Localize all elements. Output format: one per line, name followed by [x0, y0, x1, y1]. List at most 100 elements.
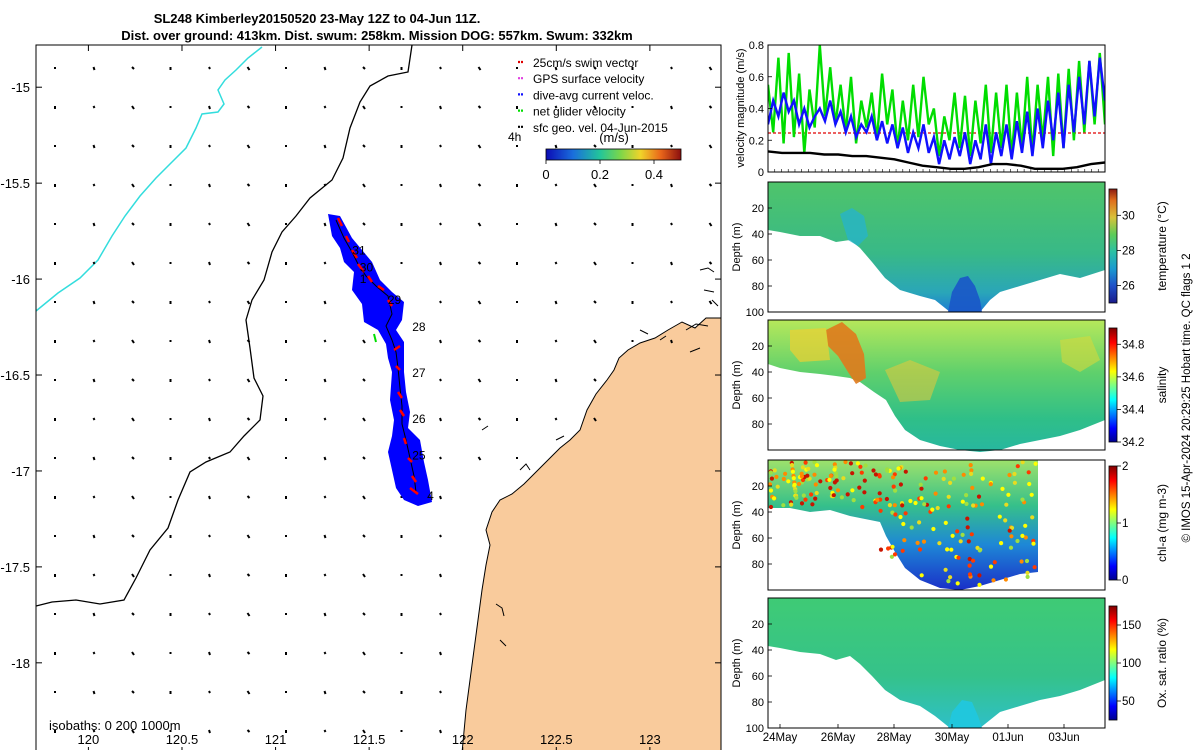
chlorophyll-sample: [781, 503, 786, 508]
chlorophyll-sample: [942, 469, 948, 474]
surface-velocity-vector: [131, 105, 135, 110]
section-y-tick-label: 100: [746, 723, 764, 735]
chlorophyll-sample: [1023, 523, 1028, 528]
chlorophyll-sample: [887, 503, 893, 508]
surface-velocity-vector: [131, 417, 135, 422]
chlorophyll-sample: [923, 476, 928, 481]
section-y-tick-label: 80: [752, 559, 764, 571]
chlorophyll-sample: [834, 478, 839, 483]
time-axis-label: 01Jun: [992, 732, 1023, 744]
surface-velocity-vector: [246, 144, 251, 149]
surface-velocity-vector: [362, 651, 366, 656]
surface-velocity-vector: [131, 612, 135, 616]
chlorophyll-sample: [781, 476, 786, 482]
day-label: 1: [360, 272, 367, 286]
surface-geostrophic-velocity-field: [54, 66, 713, 734]
legend-label: dive-avg current veloc.: [533, 88, 654, 102]
map-y-tick-label: -17: [11, 464, 30, 479]
section-y-tick-label: 60: [752, 671, 764, 683]
surface-velocity-vector: [131, 261, 135, 266]
colorbar-tick-label: 26: [1122, 280, 1135, 292]
surface-velocity-vector: [362, 690, 366, 694]
oxygen-field: [768, 598, 1105, 728]
surface-geostrophic-series: [768, 150, 1105, 171]
surface-velocity-vector: [477, 456, 482, 461]
surface-velocity-vector: [208, 651, 211, 656]
time-axis-label: 03Jun: [1048, 732, 1079, 744]
surface-velocity-vector: [439, 339, 442, 344]
surface-velocity-vector: [208, 729, 211, 734]
chlorophyll-sample: [969, 532, 974, 537]
surface-velocity-vector: [439, 495, 442, 500]
isobath-label: isobaths: 0 200 1000m: [49, 718, 181, 733]
colorbar-tick-label: 30: [1122, 210, 1135, 222]
surface-velocity-vector: [131, 300, 135, 304]
chlorophyll-sample: [892, 552, 898, 557]
dive-avg-current-series: [768, 57, 1105, 165]
chlorophyll-sample: [769, 476, 775, 481]
chlorophyll-sample: [775, 484, 780, 489]
oxygen-cyan-core: [948, 700, 982, 728]
surface-velocity-vector: [208, 105, 211, 110]
surface-velocity-vector: [246, 339, 251, 343]
chlorophyll-sample: [970, 485, 975, 490]
chlorophyll-sample: [805, 473, 810, 478]
chlorophyll-sample: [891, 475, 896, 480]
legend-label: 25cm/s swim vector: [533, 56, 638, 70]
surface-velocity-vector: [208, 222, 211, 226]
chlorophyll-sample: [1029, 492, 1034, 497]
chlorophyll-sample: [1023, 535, 1028, 540]
time-axis-label: 30May: [935, 732, 970, 744]
chlorophyll-sample: [833, 471, 839, 476]
surface-velocity-vector: [362, 456, 366, 460]
figure-title-line2: Dist. over ground: 413km. Dist. swum: 25…: [121, 28, 633, 43]
colorbar-tick-label: 34.6: [1122, 372, 1144, 384]
chlorophyll-sample: [1026, 470, 1031, 475]
chlorophyll-sample: [768, 504, 774, 510]
surface-velocity-vector: [554, 144, 558, 149]
section-ylabel: Depth (m): [731, 639, 743, 688]
section-ylabel: Depth (m): [731, 361, 743, 410]
surface-velocity-vector: [477, 339, 482, 343]
surface-velocity-vector: [593, 183, 597, 188]
surface-velocity-vector: [323, 339, 327, 343]
chlorophyll-sample: [884, 496, 890, 502]
chlorophyll-sample: [917, 547, 923, 552]
section-ylabel: Depth (m): [731, 223, 743, 272]
glider-track-map: 31 301 29 28 27 26 25 4 -15 -15.5 -16 -16.5 -17 -17.…: [0, 44, 722, 750]
surface-velocity-vector: [323, 300, 327, 305]
time-axis-label: 24May: [763, 732, 798, 744]
surface-velocity-vector: [323, 183, 327, 187]
surface-velocity-vector: [593, 105, 597, 110]
chlorophyll-sample: [946, 494, 951, 499]
surface-velocity-vector: [92, 300, 96, 305]
surface-velocity-vector: [477, 222, 482, 227]
surface-velocity-vector: [131, 183, 135, 188]
surface-velocity-vector: [362, 378, 366, 382]
surface-velocity-vector: [593, 66, 597, 70]
chlorophyll-sample: [1033, 461, 1038, 466]
surface-velocity-vector: [439, 300, 442, 304]
chlorophyll-sample: [850, 488, 855, 493]
surface-velocity-vector: [593, 144, 597, 148]
surface-velocity-vector: [323, 105, 327, 109]
surface-velocity-vector: [670, 183, 673, 188]
chlorophyll-sample: [945, 547, 950, 552]
time-axis-label: 26May: [821, 732, 856, 744]
surface-velocity-vector: [554, 105, 558, 109]
surface-velocity-vector: [439, 573, 442, 578]
surface-velocity-vector: [323, 417, 327, 421]
surface-velocity-vector: [593, 417, 597, 422]
coastline-islands: [481, 267, 719, 647]
chlorophyll-sample: [831, 493, 836, 498]
chlorophyll-sample: [922, 502, 927, 507]
section-y-tick-label: 60: [752, 255, 764, 267]
map-legend: 25cm/s swim vector GPS surface velocity di…: [518, 56, 668, 135]
colorbar-tick-label: 0: [1122, 575, 1128, 587]
chlorophyll-sample: [977, 582, 982, 588]
map-x-tick-label: 121.5: [353, 732, 386, 747]
chlorophyll-sample: [812, 472, 817, 477]
chlorophyll-sample: [991, 578, 996, 583]
surface-velocity-vector: [439, 378, 442, 382]
chlorophyll-sample: [900, 503, 905, 508]
